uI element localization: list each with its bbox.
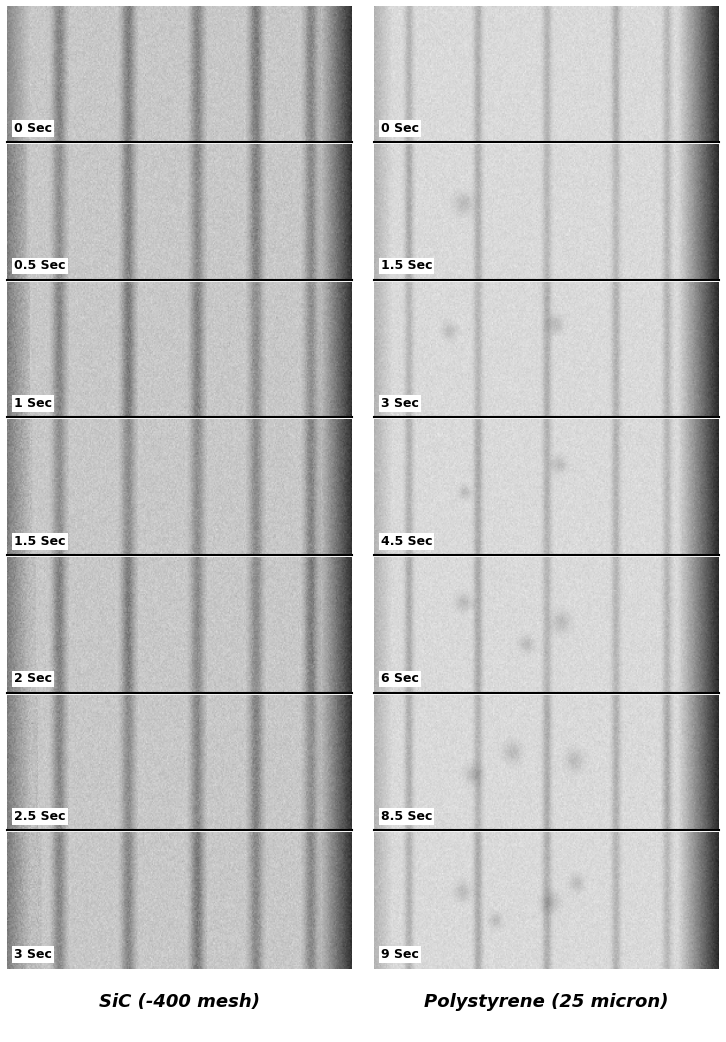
Text: 2 Sec: 2 Sec bbox=[15, 672, 52, 686]
Text: 0 Sec: 0 Sec bbox=[15, 122, 52, 134]
Text: Polystyrene (25 micron): Polystyrene (25 micron) bbox=[424, 993, 669, 1011]
Text: 1.5 Sec: 1.5 Sec bbox=[15, 535, 65, 548]
Text: 0 Sec: 0 Sec bbox=[380, 122, 419, 134]
Text: 2.5 Sec: 2.5 Sec bbox=[15, 811, 65, 823]
Text: 9 Sec: 9 Sec bbox=[380, 948, 419, 961]
Text: SiC (-400 mesh): SiC (-400 mesh) bbox=[99, 993, 260, 1011]
Text: 0.5 Sec: 0.5 Sec bbox=[15, 259, 65, 272]
Text: 6 Sec: 6 Sec bbox=[380, 672, 419, 686]
Text: 3 Sec: 3 Sec bbox=[380, 397, 419, 411]
Text: 1.5 Sec: 1.5 Sec bbox=[380, 259, 432, 272]
Text: 3 Sec: 3 Sec bbox=[15, 948, 52, 961]
Text: 1 Sec: 1 Sec bbox=[15, 397, 52, 411]
Text: 8.5 Sec: 8.5 Sec bbox=[380, 811, 432, 823]
Text: 4.5 Sec: 4.5 Sec bbox=[380, 535, 432, 548]
